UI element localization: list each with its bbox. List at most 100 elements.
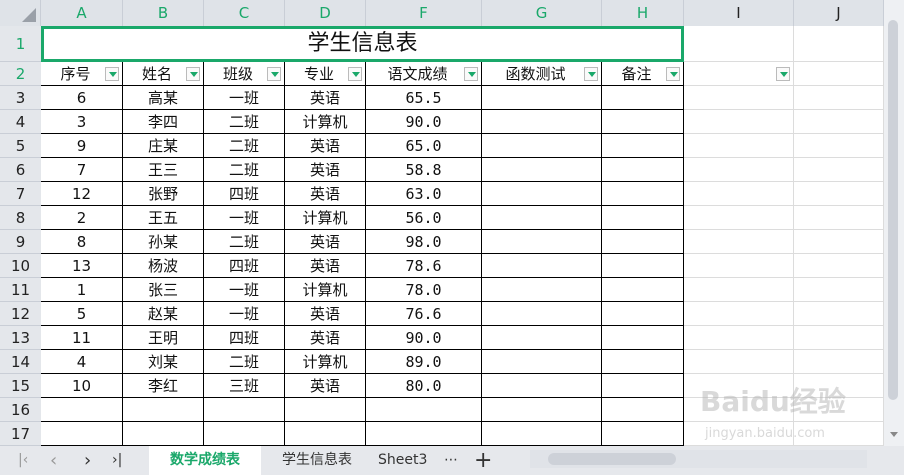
- scroll-down-icon[interactable]: [890, 432, 898, 437]
- cell[interactable]: [794, 398, 884, 422]
- table-cell[interactable]: 76.6: [366, 302, 482, 326]
- cell[interactable]: [684, 374, 794, 398]
- table-cell[interactable]: [602, 86, 684, 110]
- table-cell[interactable]: 四班: [204, 182, 285, 206]
- row-header[interactable]: 10: [0, 254, 41, 278]
- table-cell[interactable]: [602, 206, 684, 230]
- cell[interactable]: [794, 86, 884, 110]
- first-sheet-icon[interactable]: |‹: [18, 452, 29, 468]
- table-cell[interactable]: 56.0: [366, 206, 482, 230]
- table-cell[interactable]: [123, 398, 204, 422]
- table-cell[interactable]: [602, 350, 684, 374]
- table-cell[interactable]: [204, 398, 285, 422]
- table-cell[interactable]: 刘某: [123, 350, 204, 374]
- table-cell[interactable]: [482, 350, 602, 374]
- table-cell[interactable]: [482, 278, 602, 302]
- table-cell[interactable]: [602, 422, 684, 446]
- row-header[interactable]: 5: [0, 134, 41, 158]
- table-cell[interactable]: 二班: [204, 158, 285, 182]
- table-cell[interactable]: 赵某: [123, 302, 204, 326]
- table-cell[interactable]: 计算机: [285, 110, 366, 134]
- header-cell[interactable]: 班级: [204, 62, 285, 86]
- table-cell[interactable]: 二班: [204, 134, 285, 158]
- cell[interactable]: [684, 62, 794, 86]
- table-cell[interactable]: 英语: [285, 134, 366, 158]
- table-cell[interactable]: [482, 374, 602, 398]
- table-cell[interactable]: 英语: [285, 302, 366, 326]
- row-header[interactable]: 6: [0, 158, 41, 182]
- table-cell[interactable]: 计算机: [285, 278, 366, 302]
- table-cell[interactable]: 英语: [285, 182, 366, 206]
- table-cell[interactable]: 庄某: [123, 134, 204, 158]
- sheet-tab[interactable]: Sheet3: [378, 452, 428, 468]
- table-cell[interactable]: [602, 110, 684, 134]
- table-cell[interactable]: [482, 326, 602, 350]
- title-cell[interactable]: 学生信息表: [41, 26, 684, 62]
- row-header[interactable]: 14: [0, 350, 41, 374]
- table-cell[interactable]: [482, 206, 602, 230]
- table-cell[interactable]: 98.0: [366, 230, 482, 254]
- table-cell[interactable]: 王三: [123, 158, 204, 182]
- horizontal-scrollbar[interactable]: [530, 450, 867, 468]
- column-header[interactable]: C: [204, 0, 285, 26]
- table-cell[interactable]: [602, 326, 684, 350]
- table-cell[interactable]: 2: [41, 206, 123, 230]
- table-cell[interactable]: 英语: [285, 158, 366, 182]
- table-cell[interactable]: 二班: [204, 110, 285, 134]
- table-cell[interactable]: [482, 230, 602, 254]
- cell[interactable]: [794, 422, 884, 446]
- cell[interactable]: [684, 278, 794, 302]
- table-cell[interactable]: 9: [41, 134, 123, 158]
- table-cell[interactable]: 三班: [204, 374, 285, 398]
- cell[interactable]: [684, 422, 794, 446]
- table-cell[interactable]: 张野: [123, 182, 204, 206]
- table-cell[interactable]: [482, 422, 602, 446]
- table-cell[interactable]: 李四: [123, 110, 204, 134]
- table-cell[interactable]: 英语: [285, 254, 366, 278]
- table-cell[interactable]: [602, 182, 684, 206]
- table-cell[interactable]: 65.0: [366, 134, 482, 158]
- cell[interactable]: [684, 350, 794, 374]
- table-cell[interactable]: 四班: [204, 254, 285, 278]
- select-all-corner[interactable]: [0, 0, 41, 26]
- cell[interactable]: [684, 206, 794, 230]
- filter-dropdown-icon[interactable]: [267, 67, 281, 81]
- header-cell[interactable]: 语文成绩: [366, 62, 482, 86]
- row-header[interactable]: 9: [0, 230, 41, 254]
- cell[interactable]: [794, 350, 884, 374]
- table-cell[interactable]: [602, 254, 684, 278]
- table-cell[interactable]: 英语: [285, 326, 366, 350]
- table-cell[interactable]: [602, 158, 684, 182]
- table-cell[interactable]: [482, 254, 602, 278]
- table-cell[interactable]: 杨波: [123, 254, 204, 278]
- table-cell[interactable]: 李红: [123, 374, 204, 398]
- table-cell[interactable]: 90.0: [366, 110, 482, 134]
- table-cell[interactable]: [482, 134, 602, 158]
- cell[interactable]: [684, 254, 794, 278]
- table-cell[interactable]: 4: [41, 350, 123, 374]
- table-cell[interactable]: 78.0: [366, 278, 482, 302]
- table-cell[interactable]: [41, 398, 123, 422]
- row-header[interactable]: 16: [0, 398, 41, 422]
- table-cell[interactable]: [285, 398, 366, 422]
- row-header[interactable]: 15: [0, 374, 41, 398]
- cell[interactable]: [794, 158, 884, 182]
- table-cell[interactable]: 英语: [285, 86, 366, 110]
- column-header[interactable]: H: [602, 0, 684, 26]
- filter-dropdown-icon[interactable]: [776, 67, 790, 81]
- table-cell[interactable]: [285, 422, 366, 446]
- filter-dropdown-icon[interactable]: [666, 67, 680, 81]
- table-cell[interactable]: 1: [41, 278, 123, 302]
- cell[interactable]: [684, 110, 794, 134]
- table-cell[interactable]: 11: [41, 326, 123, 350]
- table-cell[interactable]: [123, 422, 204, 446]
- table-cell[interactable]: 7: [41, 158, 123, 182]
- cell[interactable]: [684, 302, 794, 326]
- table-cell[interactable]: 90.0: [366, 326, 482, 350]
- table-cell[interactable]: [41, 422, 123, 446]
- cell[interactable]: [794, 182, 884, 206]
- row-header[interactable]: 11: [0, 278, 41, 302]
- table-cell[interactable]: 80.0: [366, 374, 482, 398]
- cell[interactable]: [684, 158, 794, 182]
- sheet-tab[interactable]: 学生信息表: [282, 452, 352, 468]
